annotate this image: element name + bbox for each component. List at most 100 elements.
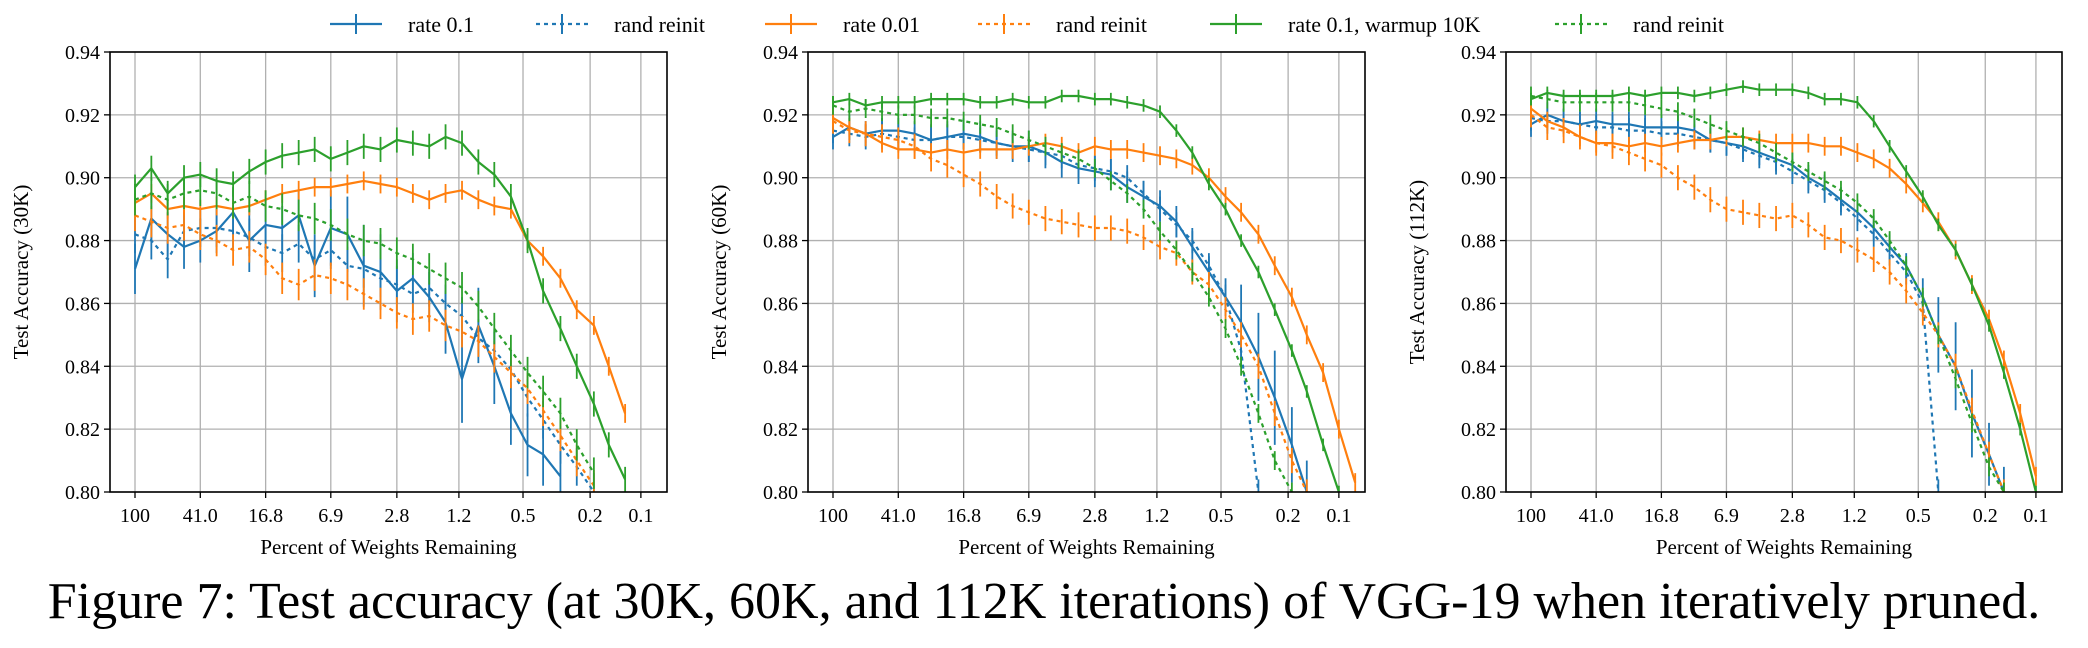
y-tick-label: 0.80 — [1461, 482, 1496, 504]
series-line — [1530, 85, 2037, 492]
y-tick-label: 0.90 — [1461, 168, 1496, 190]
y-tick-label: 0.82 — [763, 419, 798, 441]
series-line — [134, 189, 595, 474]
series — [832, 108, 1308, 492]
series-group — [133, 124, 627, 492]
chart-panel: 0.80 0.82 0.84 0.86 0.88 0.90 0.92 0.94 100 41.0 1… — [707, 42, 1366, 559]
legend-entry: rate 0.1 — [330, 12, 474, 37]
x-tick-label: 41.0 — [183, 505, 218, 527]
x-tick-label: 0.2 — [1276, 505, 1301, 527]
series — [832, 96, 1293, 492]
chart-panel: 0.80 0.82 0.84 0.86 0.88 0.90 0.92 0.94 100 41.0 1… — [1405, 42, 2063, 559]
y-tick-label: 0.92 — [1461, 105, 1496, 127]
x-tick-label: 0.5 — [1209, 505, 1234, 527]
x-tick-label: 0.2 — [1973, 505, 1998, 527]
x-tick-label: 0.1 — [2023, 505, 2048, 527]
y-tick-label: 0.92 — [65, 105, 100, 127]
y-tick-label: 0.88 — [763, 231, 798, 253]
series-line — [832, 129, 1260, 492]
x-tick-label: 6.9 — [318, 505, 343, 527]
legend-entry: rate 0.01 — [765, 12, 920, 37]
y-tick-label: 0.82 — [1461, 419, 1496, 441]
x-tick-label: 2.8 — [1780, 505, 1805, 527]
series — [832, 114, 1308, 492]
x-tick-label: 1.2 — [446, 505, 471, 527]
x-tick-label: 41.0 — [1579, 505, 1614, 527]
x-tick-label: 1.2 — [1842, 505, 1867, 527]
y-tick-label: 0.90 — [65, 168, 100, 190]
x-tick-label: 6.9 — [1714, 505, 1739, 527]
chart-panel: 0.80 0.82 0.84 0.86 0.88 0.90 0.92 0.94 100 41.0 1… — [9, 42, 668, 559]
series-group — [1530, 80, 2037, 492]
axes-frame — [109, 51, 668, 493]
y-tick-label: 0.84 — [763, 356, 798, 378]
x-tick-label: 16.8 — [248, 505, 283, 527]
y-tick-label: 0.88 — [65, 231, 100, 253]
y-tick-label: 0.90 — [763, 168, 798, 190]
y-tick-label: 0.86 — [65, 293, 100, 315]
series — [832, 89, 1340, 492]
series-line — [1530, 94, 2005, 492]
y-tick-label: 0.80 — [65, 482, 100, 504]
x-axis-label: Percent of Weights Remaining — [260, 535, 517, 559]
figure: rate 0.1 rand reinit rate 0.01 rand reinit r… — [9, 12, 2063, 559]
legend-label: rate 0.1 — [408, 12, 474, 37]
series — [832, 118, 1260, 492]
legend-entry: rand reinit — [978, 12, 1147, 37]
x-tick-label: 100 — [120, 505, 150, 527]
y-axis-label: Test Accuracy (30K) — [9, 185, 33, 360]
x-tick-label: 0.2 — [578, 505, 603, 527]
x-tick-label: 0.1 — [628, 505, 653, 527]
series — [1530, 99, 2037, 486]
series-line — [1530, 114, 2005, 492]
x-tick-label: 16.8 — [946, 505, 981, 527]
y-tick-label: 0.94 — [763, 42, 798, 64]
legend-label: rate 0.01 — [843, 12, 920, 37]
x-tick-label: 16.8 — [1644, 505, 1679, 527]
legend-entry: rand reinit — [536, 12, 705, 37]
x-axis-label: Percent of Weights Remaining — [958, 535, 1215, 559]
y-tick-label: 0.94 — [1461, 42, 1496, 64]
charts: 0.80 0.82 0.84 0.86 0.88 0.90 0.92 0.94 100 41.0 1… — [9, 42, 2063, 559]
y-axis-label: Test Accuracy (112K) — [1405, 180, 1429, 364]
series-line — [832, 126, 1308, 492]
series-line — [832, 104, 1293, 492]
legend-entry: rate 0.1, warmup 10K — [1210, 12, 1481, 37]
x-tick-label: 2.8 — [1082, 505, 1107, 527]
y-tick-label: 0.84 — [1461, 356, 1496, 378]
x-tick-label: 2.8 — [384, 505, 409, 527]
series-line — [1530, 107, 2037, 477]
x-tick-label: 0.5 — [1906, 505, 1931, 527]
x-tick-label: 0.5 — [511, 505, 536, 527]
series — [1530, 105, 1940, 492]
x-tick-label: 100 — [818, 505, 848, 527]
y-tick-label: 0.84 — [65, 356, 100, 378]
legend-label: rand reinit — [614, 12, 705, 37]
figure-caption: Figure 7: Test accuracy (at 30K, 60K, an… — [47, 573, 2041, 630]
series — [134, 174, 595, 489]
legend-label: rand reinit — [1633, 12, 1724, 37]
series-line — [832, 120, 1308, 492]
y-tick-label: 0.86 — [1461, 293, 1496, 315]
x-tick-label: 1.2 — [1144, 505, 1169, 527]
y-tick-label: 0.80 — [763, 482, 798, 504]
y-tick-label: 0.94 — [65, 42, 100, 64]
series — [1530, 86, 2005, 492]
x-tick-label: 6.9 — [1016, 505, 1041, 527]
y-tick-label: 0.92 — [763, 105, 798, 127]
x-tick-label: 0.1 — [1326, 505, 1351, 527]
y-tick-label: 0.86 — [763, 293, 798, 315]
y-axis-label: Test Accuracy (60K) — [707, 185, 731, 360]
y-tick-label: 0.88 — [1461, 231, 1496, 253]
series-line — [1530, 116, 1940, 492]
axes-frame — [1505, 51, 2063, 493]
y-tick-label: 0.82 — [65, 419, 100, 441]
legend-entry: rand reinit — [1555, 12, 1724, 37]
legend-label: rand reinit — [1056, 12, 1147, 37]
x-axis-label: Percent of Weights Remaining — [1656, 535, 1913, 559]
series-line — [832, 94, 1340, 492]
series — [1530, 80, 2037, 492]
axes-frame — [807, 51, 1366, 493]
legend-label: rate 0.1, warmup 10K — [1288, 12, 1481, 37]
series-group — [832, 89, 1357, 492]
